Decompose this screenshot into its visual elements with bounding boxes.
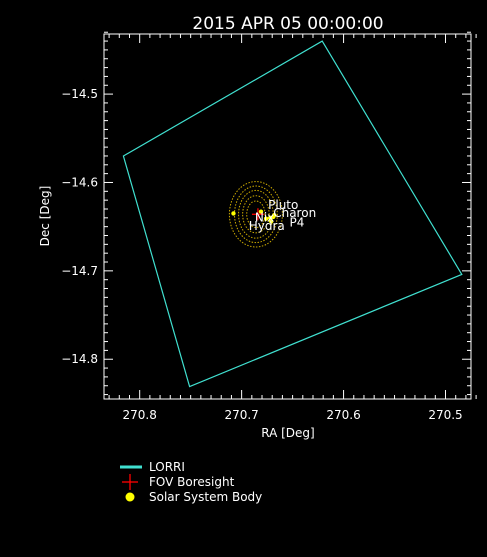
- y-tick-labels: −14.8 −14.7 −14.6 −14.5: [61, 87, 98, 366]
- body-label-pluto: Pluto: [268, 198, 298, 212]
- y-tick-label: −14.5: [61, 87, 98, 101]
- y-tick-label: −14.8: [61, 352, 98, 366]
- body-marker-hydra: [231, 211, 236, 216]
- x-tick-label: 270.6: [326, 408, 360, 422]
- plot-frame: [103, 33, 472, 400]
- body-label-charon: Charon: [273, 206, 316, 220]
- legend-body-label: Solar System Body: [149, 490, 262, 504]
- solar-system-bodies: [231, 209, 277, 224]
- body-marker-nix: [263, 216, 269, 221]
- body-marker-pluto: [258, 209, 264, 214]
- uncertainty-ellipse: [242, 195, 270, 234]
- body-marker-kerberos: [268, 219, 274, 224]
- lorri-fov-outline: [122, 40, 463, 388]
- uncertainty-ellipse: [246, 200, 266, 229]
- y-tick-label: −14.7: [61, 264, 98, 278]
- uncertainty-ellipse: [228, 181, 283, 248]
- legend: LORRI FOV Boresight Solar System Body: [120, 460, 262, 504]
- body-label-p4: P4: [290, 216, 305, 230]
- legend-body-swatch: [125, 492, 135, 502]
- fov-boresight-marker: [251, 208, 264, 221]
- body-label-hydra: Hydra: [249, 219, 285, 233]
- y-axis-label: Dec [Deg]: [38, 186, 52, 247]
- x-tick-label: 270.7: [224, 408, 258, 422]
- x-tick-label: 270.8: [123, 408, 157, 422]
- x-tick-labels: 270.8 270.7 270.6 270.5: [123, 408, 463, 422]
- legend-boresight-swatch: [122, 474, 138, 490]
- x-axis-label: RA [Deg]: [261, 426, 314, 440]
- body-marker-p4: [272, 212, 277, 218]
- axis-ticks: [104, 31, 477, 399]
- body-marker-styx: [267, 215, 273, 221]
- legend-boresight-label: FOV Boresight: [149, 475, 235, 489]
- chart-title: 2015 APR 05 00:00:00: [192, 14, 383, 34]
- legend-lorri-label: LORRI: [149, 460, 185, 474]
- body-label-nix: Nix: [255, 210, 274, 224]
- x-tick-label: 270.5: [428, 408, 462, 422]
- y-tick-label: −14.6: [61, 175, 98, 189]
